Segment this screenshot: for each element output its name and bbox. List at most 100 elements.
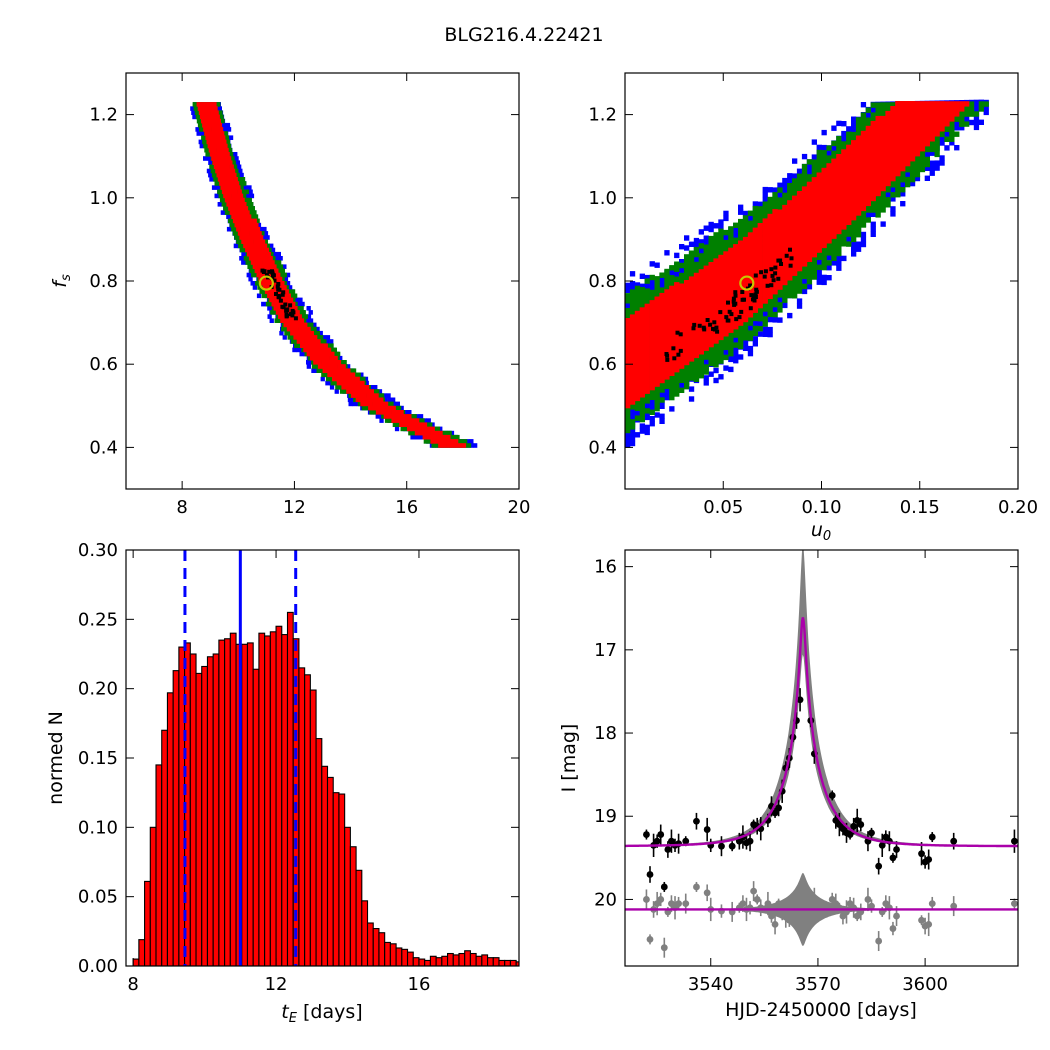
density-cell	[821, 259, 827, 266]
density-cell	[767, 301, 773, 307]
density-cell	[243, 256, 248, 261]
density-cell	[728, 236, 734, 242]
density-cell	[258, 243, 264, 249]
density-cell	[625, 427, 631, 434]
density-cell	[255, 235, 260, 240]
density-cell	[332, 347, 337, 353]
density-cell	[713, 223, 719, 229]
density-cell	[742, 230, 749, 236]
density-cell	[684, 245, 690, 251]
density-cell	[196, 118, 202, 124]
density-cell	[777, 307, 783, 313]
density-cell	[801, 163, 808, 170]
density-cell	[353, 385, 358, 390]
density-cell	[300, 339, 305, 344]
density-cell	[718, 238, 724, 244]
density-cell	[438, 426, 443, 432]
density-cell	[924, 175, 930, 181]
density-cell	[698, 239, 704, 245]
density-cell	[379, 405, 385, 411]
density-cell	[752, 220, 758, 227]
density-cell	[282, 272, 287, 278]
density-cell	[659, 397, 665, 403]
density-cell	[669, 280, 675, 286]
density-cell	[403, 414, 408, 419]
density-cell	[357, 389, 363, 394]
density-cell	[325, 364, 331, 369]
density-cell	[325, 380, 330, 386]
density-cell	[738, 343, 744, 350]
density-cell	[728, 231, 734, 237]
density-cell	[236, 177, 242, 182]
density-cell	[236, 218, 242, 224]
density-cell	[414, 426, 420, 432]
density-cell	[276, 295, 281, 300]
density-cell	[644, 398, 650, 404]
density-cell	[202, 139, 207, 145]
density-cell	[278, 285, 283, 290]
density-cell	[361, 389, 367, 394]
density-cell	[836, 141, 842, 147]
density-cell	[747, 220, 754, 226]
density-cell	[644, 414, 650, 421]
density-cell	[679, 262, 685, 269]
density-cell	[288, 285, 293, 290]
density-cell	[851, 231, 857, 238]
density-cell	[718, 243, 724, 249]
density-cell	[383, 405, 389, 411]
density-cell	[400, 426, 405, 432]
density-cell	[693, 237, 700, 244]
density-cell	[235, 206, 241, 211]
density-cell	[713, 377, 719, 384]
density-cell	[383, 414, 388, 419]
density-cell	[762, 326, 768, 332]
density-cell	[629, 294, 636, 300]
density-cell	[733, 338, 739, 344]
density-cell	[806, 164, 813, 170]
density-cell	[317, 360, 322, 365]
density-cell	[929, 165, 935, 171]
density-cell	[297, 314, 302, 319]
density-cell	[634, 295, 641, 302]
density-cell	[209, 164, 214, 170]
density-cell	[973, 114, 980, 121]
density-cell	[752, 201, 758, 207]
density-cell	[290, 326, 295, 332]
density-cell	[220, 147, 225, 153]
density-cell	[639, 283, 645, 289]
density-cell	[733, 233, 739, 239]
density-cell	[669, 380, 675, 386]
density-cell	[703, 240, 709, 246]
density-cell	[306, 306, 311, 311]
density-cell	[860, 117, 867, 123]
density-cell	[223, 168, 228, 174]
density-cell	[281, 314, 287, 319]
density-cell	[698, 353, 704, 359]
density-cell	[723, 229, 729, 236]
density-cell	[317, 364, 323, 369]
density-cell	[639, 401, 645, 408]
density-cell	[330, 380, 335, 386]
density-cell	[851, 241, 857, 247]
density-cell	[629, 415, 636, 422]
density-cell	[629, 430, 636, 437]
density-cell	[703, 369, 709, 375]
density-cell	[248, 189, 253, 195]
density-cell	[782, 297, 788, 303]
density-cell	[284, 318, 289, 323]
density-cell	[322, 347, 328, 353]
density-cell	[422, 430, 427, 436]
density-cell	[644, 393, 650, 399]
density-cell	[333, 355, 338, 361]
density-cell	[211, 127, 216, 132]
density-cell	[855, 241, 862, 247]
density-cell	[747, 350, 754, 357]
density-cell	[664, 389, 670, 396]
density-cell	[262, 276, 267, 282]
density-cell	[806, 274, 813, 280]
density-cell	[285, 281, 291, 286]
density-cell	[870, 221, 876, 227]
density-cell	[267, 314, 272, 319]
density-cell	[209, 177, 214, 182]
density-cell	[836, 146, 842, 152]
